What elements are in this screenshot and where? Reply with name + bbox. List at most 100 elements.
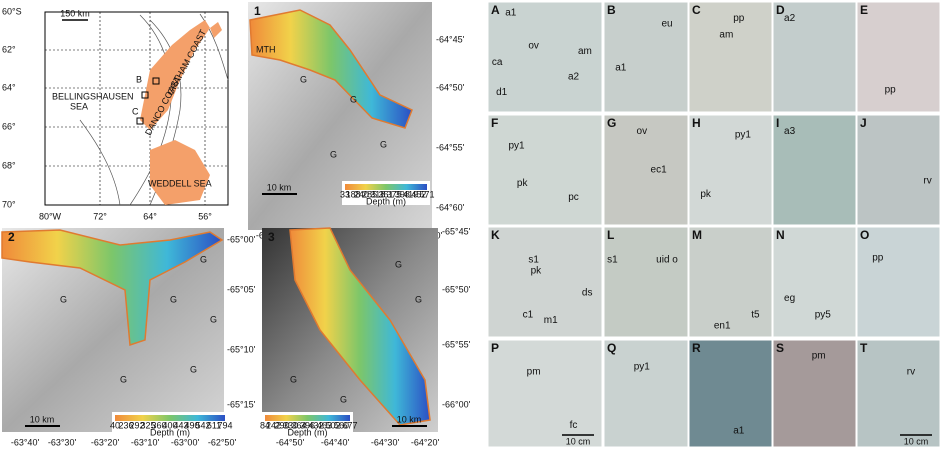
panel-letter: N: [776, 228, 785, 242]
depth-tick: 677: [342, 420, 357, 430]
scale-label: 10 cm: [566, 436, 591, 446]
bathy-map: 2-65°00'-65°05'-65°10'-65°15'-63°40'-63°…: [2, 228, 256, 447]
photo-label: am: [719, 30, 733, 41]
photo-label: ds: [582, 288, 593, 299]
photo-label: a3: [784, 126, 796, 137]
photo: [488, 115, 602, 225]
photo-panel: Beua1: [604, 2, 688, 112]
lon-label: 56°: [198, 211, 212, 221]
photo: [488, 340, 602, 447]
map-number: 3: [268, 230, 275, 244]
scale-label: 10 cm: [904, 436, 929, 446]
lon-label: -64°50': [276, 437, 305, 447]
photo-label: py5: [815, 310, 832, 321]
lat-label: 68°: [2, 160, 16, 170]
photo-label: ov: [637, 126, 648, 137]
panel-letter: S: [776, 341, 784, 355]
photo-panel: Ia3: [773, 115, 856, 225]
photo-panel: Neg py5: [773, 227, 856, 337]
panel-letter: P: [491, 341, 499, 355]
lat-label: -64°60': [436, 202, 465, 212]
place-label: MTH: [256, 44, 276, 54]
photo-panel: Cppam: [689, 2, 772, 112]
lon-label: -62°50': [208, 437, 237, 447]
panel-letter: F: [491, 116, 498, 130]
photo: [689, 340, 772, 447]
lon-label: -64°40': [321, 437, 350, 447]
photo-panel: Opp: [857, 227, 940, 337]
panel-letter: I: [776, 116, 779, 130]
lat-label: -65°10': [227, 344, 256, 354]
panel-letter: M: [692, 228, 702, 242]
panel-letter: C: [692, 3, 701, 17]
depth-tick: 571: [419, 189, 434, 199]
photo-label: py1: [508, 140, 525, 151]
photo-label: a2: [784, 13, 796, 24]
photo-label: pk: [531, 266, 543, 277]
lon-label: -63°30': [48, 437, 77, 447]
photo-panel: Jrv: [857, 115, 940, 225]
glacier-label: G: [60, 294, 67, 304]
glacier-label: G: [210, 314, 217, 324]
photo-label: pm: [812, 351, 826, 362]
photo-label: pm: [527, 367, 541, 378]
glacier-label: G: [200, 254, 207, 264]
photo-label: s1: [607, 255, 618, 266]
photo-label: a1: [505, 8, 517, 19]
photo: [604, 227, 688, 337]
sea-label: BELLINGSHAUSEN: [52, 91, 134, 101]
site-label: B: [136, 74, 142, 84]
photo-panel: Ppmfc10 cm: [488, 340, 602, 447]
glacier-label: G: [395, 259, 402, 269]
glacier-label: G: [300, 74, 307, 84]
glacier-label: G: [290, 374, 297, 384]
sea-label: SEA: [70, 101, 88, 111]
panel-letter: R: [692, 341, 701, 355]
lat-label: -65°55': [442, 339, 471, 349]
lat-label: 64°: [2, 82, 16, 92]
glacier-label: G: [120, 374, 127, 384]
photo-label: t5: [751, 310, 760, 321]
photo-label: pc: [568, 192, 579, 203]
photo: [857, 340, 940, 447]
photo-label: pk: [517, 178, 529, 189]
lon-label: -63°10': [131, 437, 160, 447]
photo-panel: Epp: [857, 2, 940, 112]
photo-label: am: [578, 46, 592, 57]
photo-panel: Ra1: [689, 340, 772, 447]
lat-label: 60°S: [2, 6, 22, 16]
photo-label: a2: [568, 71, 580, 82]
sea-label: WEDDELL SEA: [148, 178, 212, 188]
photo-label: ca: [492, 57, 503, 68]
map-number: 1: [254, 4, 261, 18]
panel-letter: T: [860, 341, 868, 355]
lat-label: -66°00': [442, 399, 471, 409]
glacier-label: G: [380, 139, 387, 149]
lon-label: 64°: [143, 211, 157, 221]
lat-label: -64°50': [436, 82, 465, 92]
photo-label: s1: [528, 255, 539, 266]
lon-label: -64°20': [411, 437, 440, 447]
photo-label: rv: [923, 176, 931, 187]
depth-label: Depth (m): [150, 427, 190, 437]
photo-panel: Spm: [773, 340, 856, 447]
map-number: 2: [8, 230, 15, 244]
scale-label: 150 km: [60, 8, 90, 18]
bathy-map: 1-64°45'-64°50'-64°55'-64°60'-62°50'-62°…: [248, 2, 465, 240]
panel-letter: Q: [607, 341, 616, 355]
panel-letter: K: [491, 228, 500, 242]
photo-label: eg: [784, 293, 795, 304]
photo-label: a1: [733, 426, 745, 437]
panel-letter: E: [860, 3, 868, 17]
photo-label: uid o: [656, 255, 678, 266]
glacier-label: G: [190, 364, 197, 374]
glacier-label: G: [350, 94, 357, 104]
photo-label: a1: [615, 63, 627, 74]
photo-label: ec1: [651, 165, 668, 176]
glacier-label: G: [170, 294, 177, 304]
photo: [604, 340, 688, 447]
lat-label: -65°15': [227, 399, 256, 409]
panel-letter: A: [491, 3, 500, 17]
photo-label: pp: [885, 85, 897, 96]
